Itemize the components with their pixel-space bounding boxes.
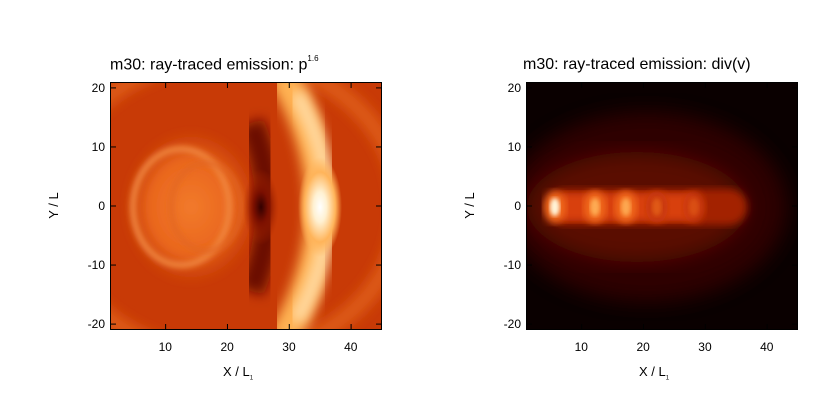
y-tick-label: -10 [87,258,105,273]
x-tick-label: 40 [760,340,774,354]
y-tick-label: -20 [503,317,521,332]
y-tick-label: -10 [503,258,521,273]
x-tick-label: 10 [158,340,172,354]
x-tick-label: 40 [344,340,358,354]
heatmap-plot-area [526,82,798,330]
heatmap-image [111,83,381,329]
y-tick-label: 20 [91,80,105,95]
title-text: m30: ray-traced emission: p [110,56,308,74]
x-axis-label: X / L1 [223,364,253,382]
x-tick-label: 10 [574,340,588,354]
jet-knot-core [651,198,662,216]
jet-knot-core [620,198,631,216]
x-axis-label-text: X / L [639,364,666,379]
y-tick-label: -20 [87,317,105,332]
jet-knot-core [590,198,600,216]
y-tick-label: 10 [507,139,521,154]
jet-knot-core [549,198,560,216]
x-tick-label: 30 [698,340,712,354]
y-tick-label: 0 [514,199,521,213]
x-tick-label: 30 [282,340,296,354]
x-tick-label: 20 [220,340,234,354]
y-tick-label: 10 [91,139,105,154]
x-axis-label: X / L1 [639,364,669,382]
heatmap-image [527,83,797,329]
jet-knot-core [688,198,699,216]
y-tick-label: 0 [98,199,105,213]
chart-panel-divergence: m30: ray-traced emission: div(v) X / L1 … [415,0,830,400]
x-axis-label-text: X / L [223,364,250,379]
chart-title: m30: ray-traced emission: div(v) [523,56,751,74]
title-superscript: 1.6 [307,54,319,63]
chart-panel-pressure: m30: ray-traced emission: p1.6 [45,54,382,382]
y-axis-label: Y / L [45,192,61,219]
y-tick-label: 20 [507,80,521,95]
y-axis-label: Y / L [461,192,477,219]
x-axis-label-subscript: 1 [665,375,670,382]
x-tick-label: 20 [636,340,650,354]
x-axis-label-subscript: 1 [249,375,254,382]
chart-title: m30: ray-traced emission: p1.6 [110,54,319,74]
heatmap-plot-area [110,82,382,330]
title-text: m30: ray-traced emission: div(v) [523,56,751,73]
